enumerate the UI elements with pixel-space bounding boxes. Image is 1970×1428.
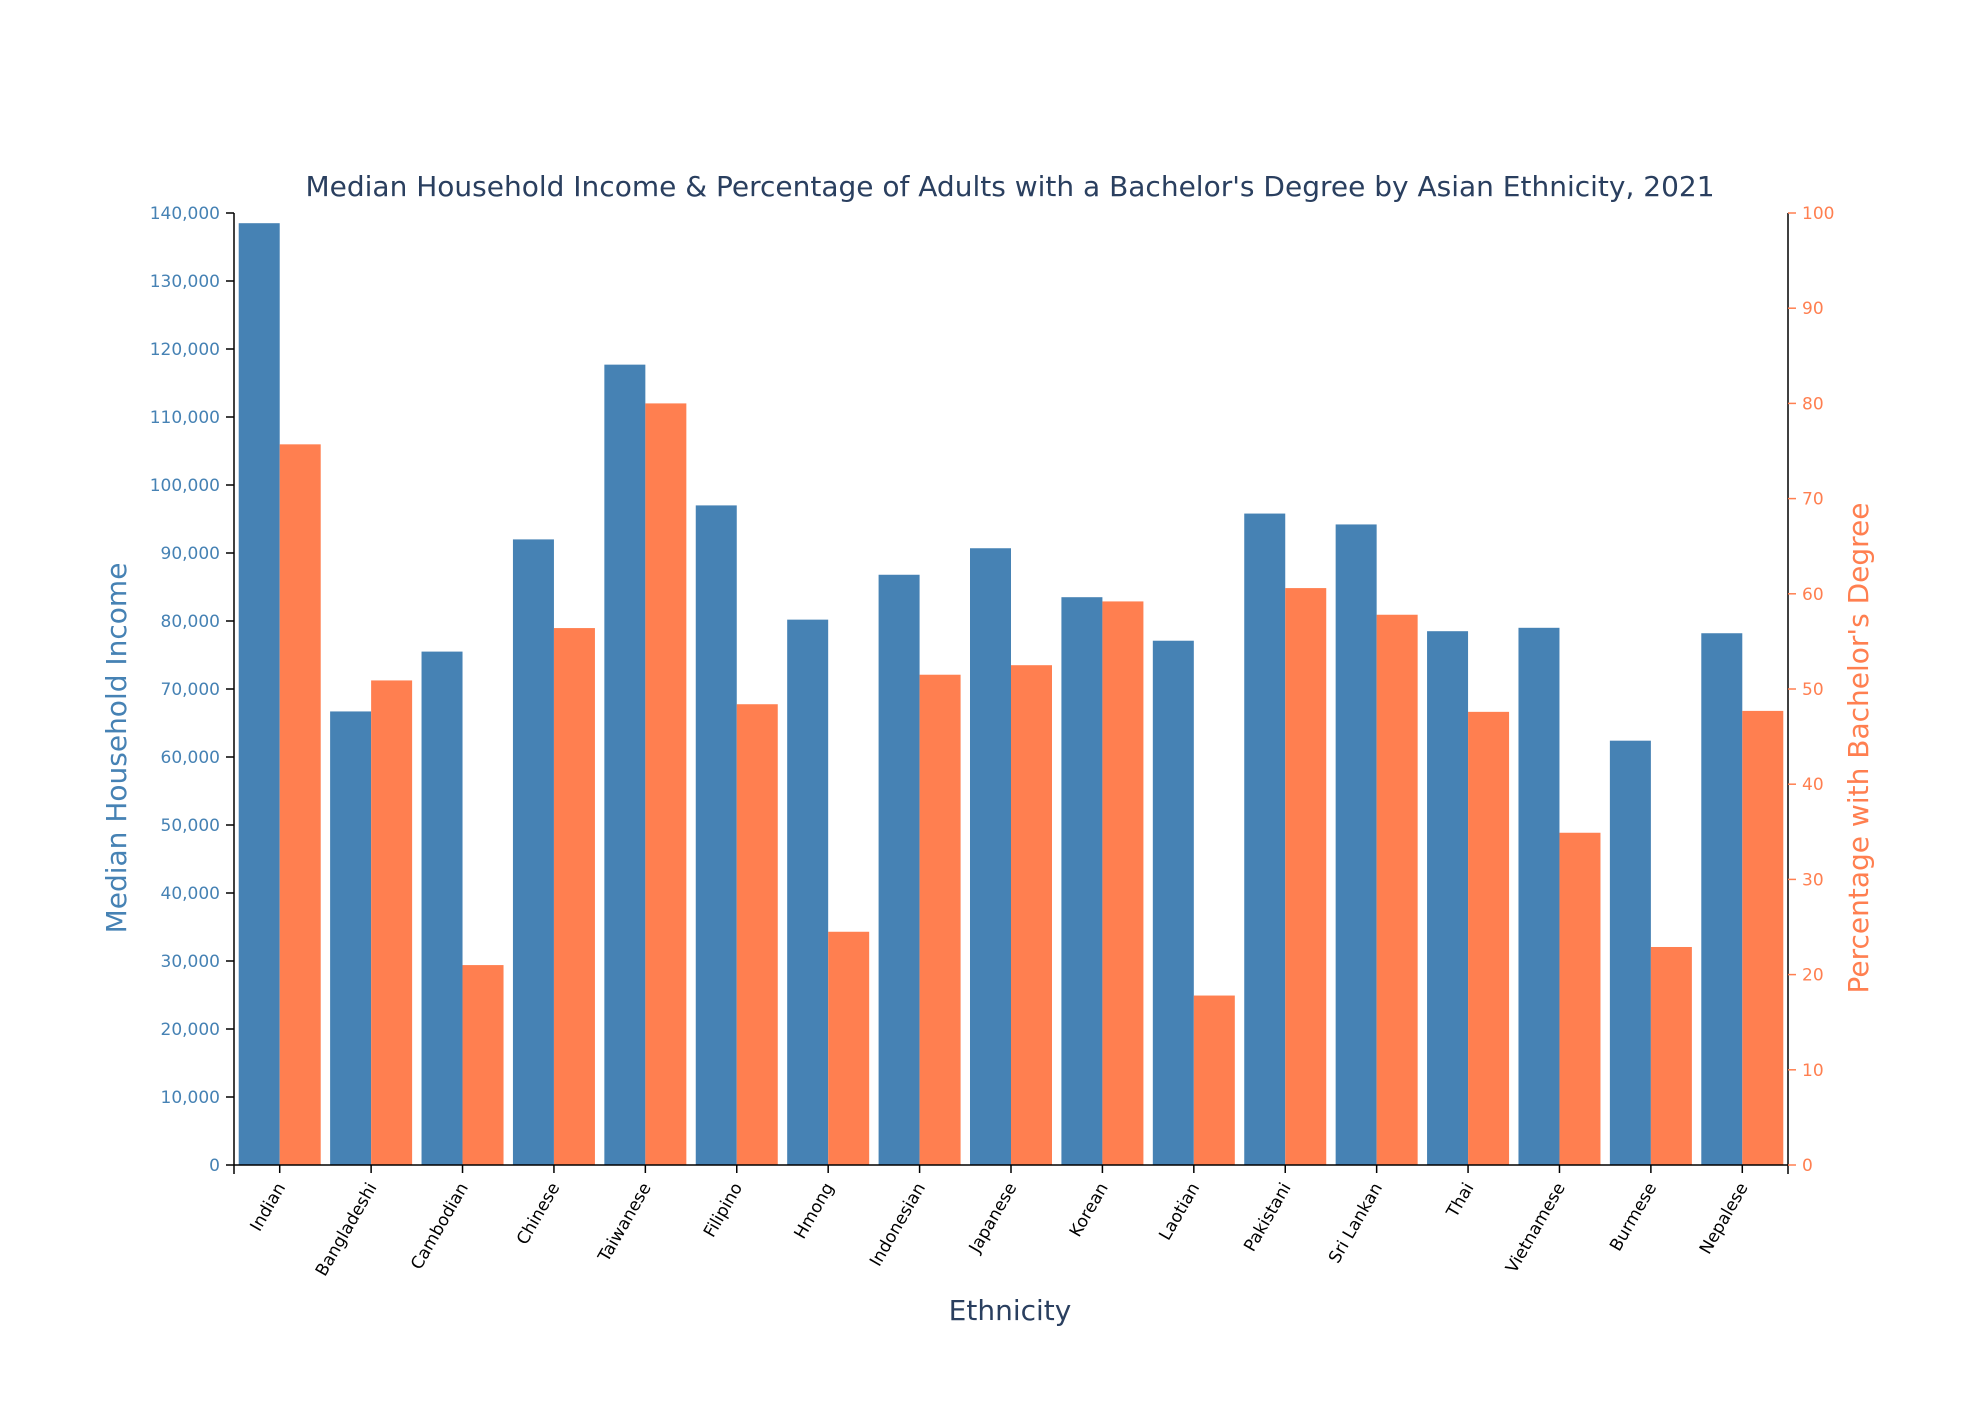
y-tick-label: 50,000: [161, 816, 220, 836]
degree-bar: [919, 674, 961, 1165]
degree-bar: [371, 680, 413, 1165]
x-tick-label: Thai: [1442, 1180, 1478, 1222]
x-tick-label: Sri Lankan: [1325, 1180, 1387, 1267]
x-tick-label: Hmong: [791, 1180, 839, 1243]
degree-bar: [1285, 588, 1327, 1165]
x-tick-label: Cambodian: [407, 1180, 473, 1274]
y2-tick-label: 40: [1802, 775, 1824, 795]
bars-layer: [238, 223, 1784, 1166]
y-tick-label: 60,000: [161, 748, 220, 768]
y-tick-label: 110,000: [150, 408, 220, 428]
y-tick-label: 120,000: [150, 340, 220, 360]
income-bar: [1701, 633, 1743, 1165]
y2-tick-label: 10: [1802, 1061, 1824, 1081]
x-tick-label: Taiwanese: [594, 1180, 656, 1267]
degree-bar: [828, 931, 870, 1165]
y-tick-label: 70,000: [161, 680, 220, 700]
income-bar: [1518, 627, 1560, 1165]
income-bar: [421, 651, 463, 1165]
degree-bar: [1102, 601, 1144, 1165]
income-bar: [1061, 597, 1103, 1165]
x-tick-label: Bangladeshi: [312, 1180, 382, 1280]
y-tick-label: 20,000: [161, 1020, 220, 1040]
x-axis-title: Ethnicity: [949, 1294, 1072, 1327]
income-bar: [1427, 631, 1469, 1165]
income-bar: [878, 574, 920, 1165]
y2-tick-label: 0: [1802, 1156, 1813, 1176]
y2-tick-label: 60: [1802, 585, 1824, 605]
x-tick-label: Nepalese: [1696, 1180, 1753, 1258]
y-tick-label: 100,000: [150, 476, 220, 496]
degree-bar: [736, 704, 778, 1165]
y2-tick-label: 90: [1802, 299, 1824, 319]
degree-bar: [1559, 832, 1601, 1165]
y2-tick-label: 80: [1802, 394, 1824, 414]
income-bar: [512, 539, 554, 1165]
y-tick-label: 130,000: [150, 272, 220, 292]
degree-bar: [553, 628, 595, 1165]
degree-bar: [1468, 711, 1510, 1165]
y-tick-label: 90,000: [161, 544, 220, 564]
x-tick-label: Burmese: [1606, 1180, 1661, 1255]
degree-bar: [1376, 614, 1418, 1165]
y2-tick-label: 20: [1802, 966, 1824, 986]
x-tick-label: Korean: [1066, 1180, 1113, 1241]
income-bar: [604, 364, 646, 1165]
chart-title: Median Household Income & Percentage of …: [305, 170, 1714, 203]
y-tick-label: 140,000: [150, 204, 220, 224]
y-tick-label: 0: [209, 1156, 220, 1176]
y2-tick-label: 70: [1802, 490, 1824, 510]
degree-bar: [645, 403, 687, 1165]
y2-tick-label: 30: [1802, 870, 1824, 890]
x-tick-label: Laotian: [1155, 1180, 1204, 1244]
y-axis-title: Median Household Income: [100, 563, 133, 934]
y2-tick-label: 50: [1802, 680, 1824, 700]
x-tick-label: Indonesian: [866, 1180, 930, 1271]
income-bar: [970, 548, 1011, 1165]
degree-bar: [1742, 710, 1784, 1165]
degree-bar: [462, 965, 504, 1165]
income-bar: [1335, 524, 1377, 1165]
income-bar: [1609, 740, 1651, 1165]
y2-tick-label: 100: [1802, 204, 1834, 224]
income-bar: [330, 711, 372, 1165]
income-bar: [1152, 640, 1194, 1165]
degree-bar: [1011, 665, 1052, 1165]
y-tick-label: 80,000: [161, 612, 220, 632]
degree-bar: [279, 444, 321, 1166]
x-tick-label: Filipino: [700, 1180, 747, 1241]
y2-axis-title: Percentage with Bachelor's Degree: [1842, 503, 1875, 994]
x-tick-label: Indian: [246, 1180, 290, 1235]
degree-bar: [1193, 995, 1235, 1165]
y-tick-label: 40,000: [161, 884, 220, 904]
x-tick-label: Vietnamese: [1502, 1180, 1570, 1277]
income-bar: [1244, 513, 1286, 1165]
income-bar: [695, 505, 737, 1165]
income-bar: [238, 223, 280, 1165]
y-tick-label: 30,000: [161, 952, 220, 972]
income-bar: [787, 619, 829, 1165]
x-tick-label: Chinese: [513, 1180, 564, 1249]
x-tick-label: Pakistani: [1240, 1180, 1295, 1256]
x-tick-label: Japanese: [965, 1180, 1021, 1258]
y-tick-label: 10,000: [161, 1088, 220, 1108]
degree-bar: [1650, 946, 1692, 1165]
